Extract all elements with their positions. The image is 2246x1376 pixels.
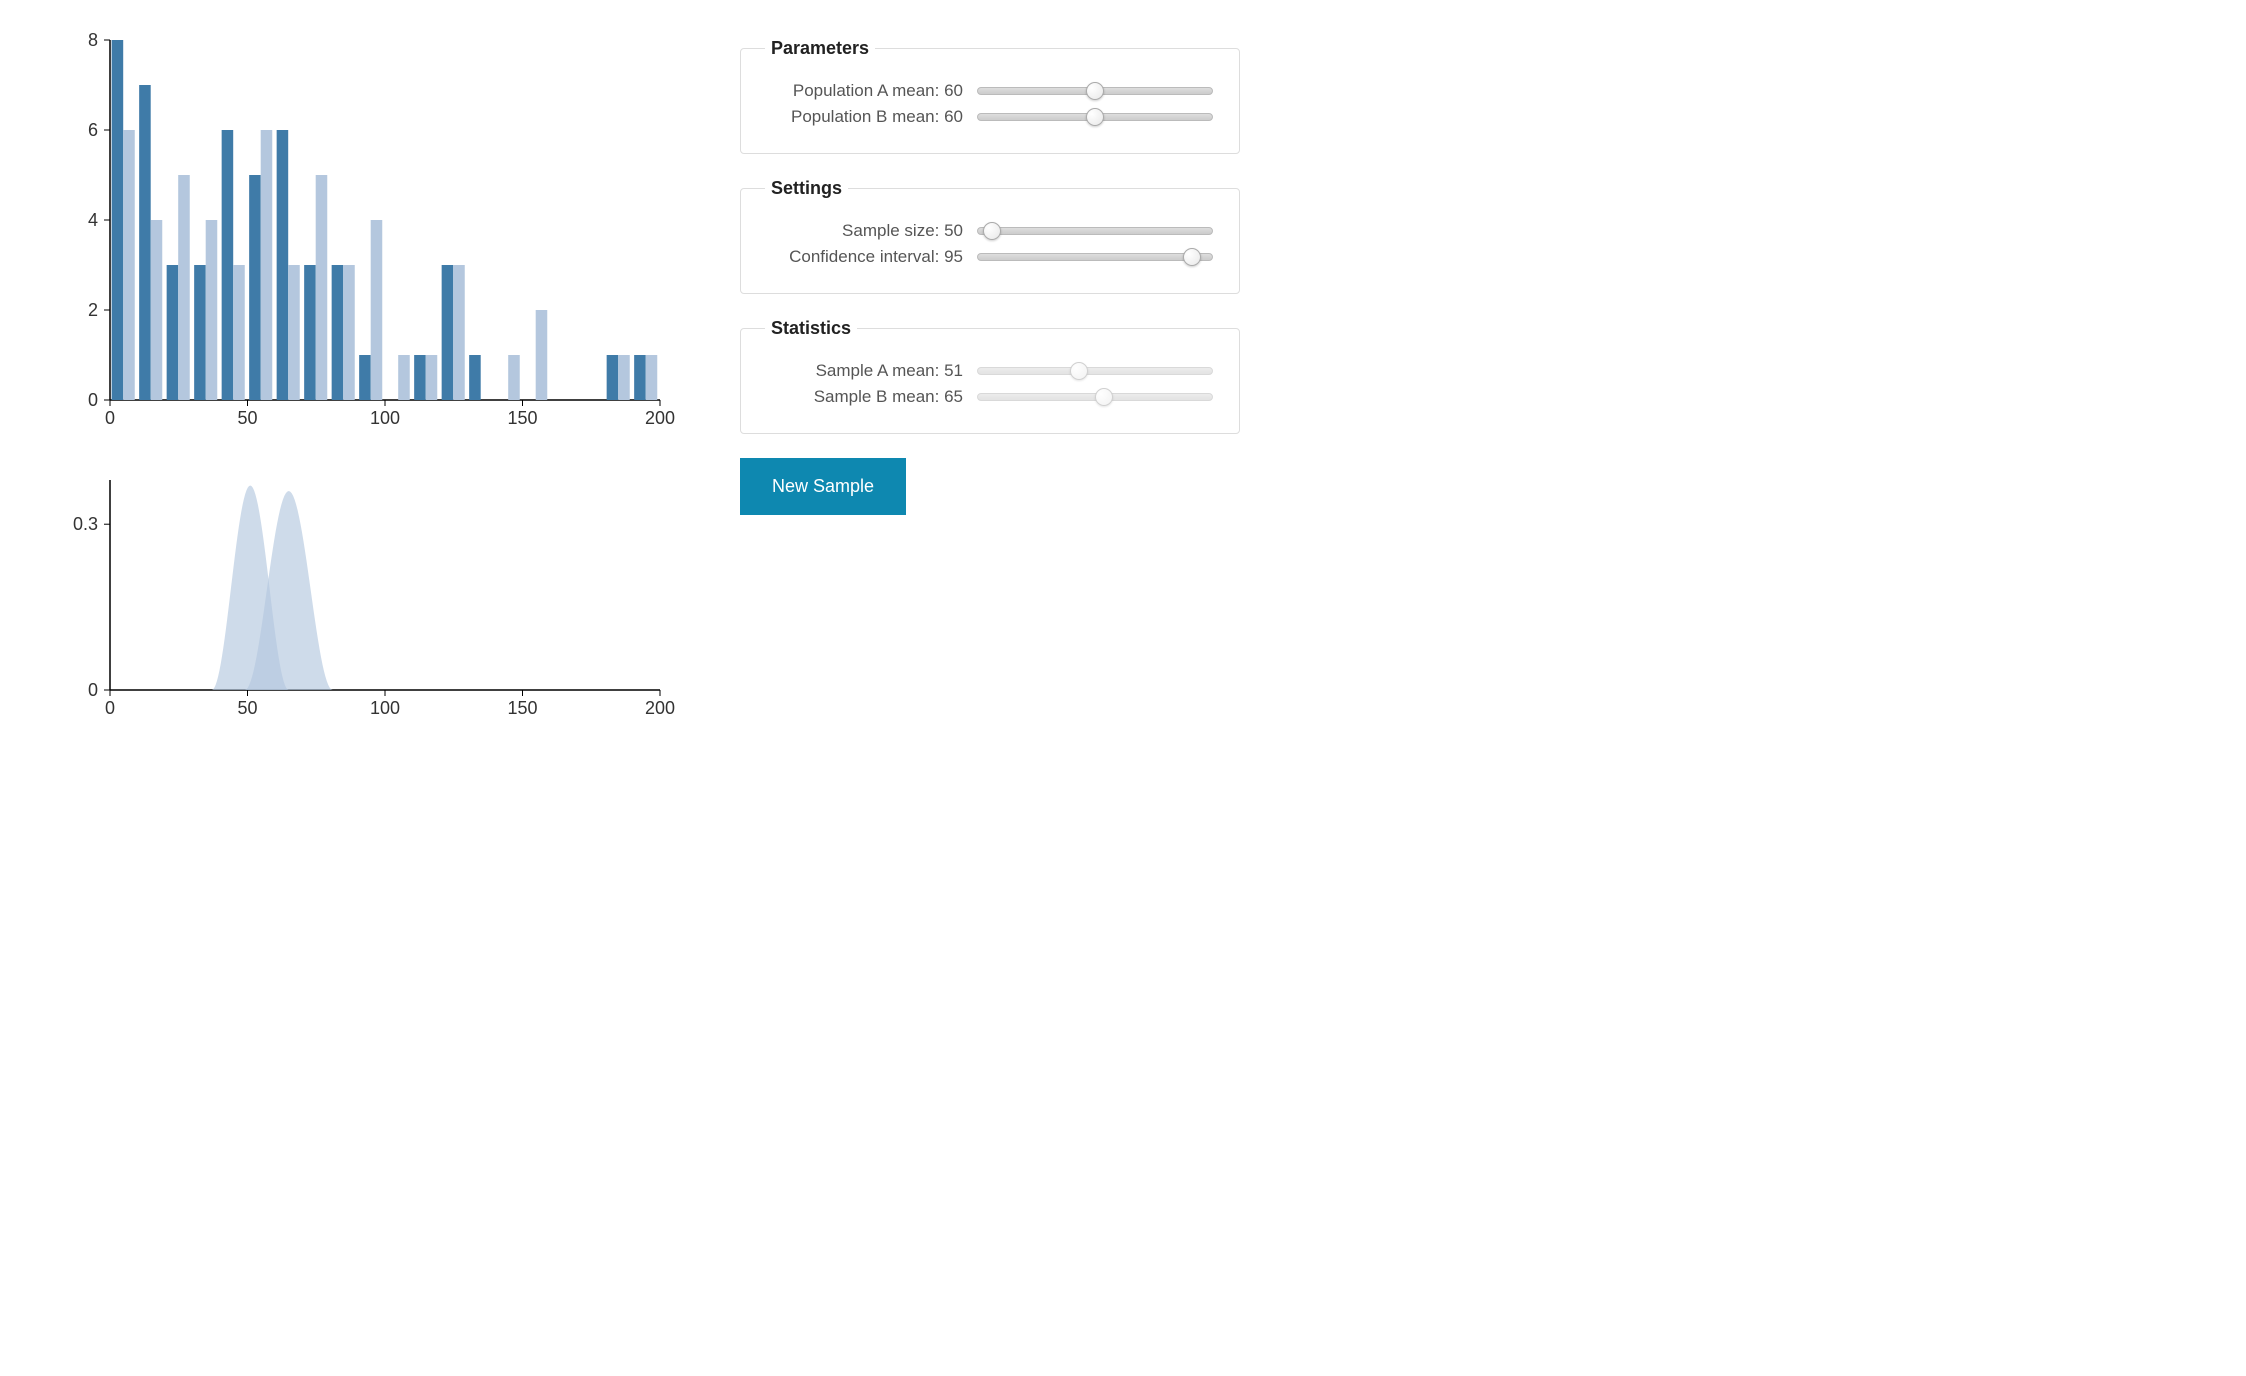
statistics-controls: Sample A mean: 51 Sample B mean: 65	[765, 361, 1215, 407]
ci-label: Confidence interval: 95	[765, 247, 975, 267]
size-label: Sample size: 50	[765, 221, 975, 241]
statistics-panel: Statistics Sample A mean: 51 Sample B mea…	[740, 318, 1240, 434]
svg-text:2: 2	[88, 300, 98, 320]
parameters-panel: Parameters Population A mean: 60Populati…	[740, 38, 1240, 154]
popA-slider[interactable]	[977, 87, 1213, 95]
sampA-slider	[977, 367, 1213, 375]
parameters-controls: Population A mean: 60 Population B mean: …	[765, 81, 1215, 127]
ci-slider[interactable]	[977, 253, 1213, 261]
settings-controls: Sample size: 50 Confidence interval: 95	[765, 221, 1215, 267]
popB-slider[interactable]	[977, 113, 1213, 121]
histogram-chart: 0 50 100 150 200 0 2 4 6 8	[60, 30, 680, 440]
svg-text:6: 6	[88, 120, 98, 140]
popB-label: Population B mean: 60	[765, 107, 975, 127]
svg-text:0: 0	[88, 390, 98, 410]
svg-text:0.3: 0.3	[73, 514, 98, 534]
svg-text:200: 200	[645, 698, 675, 718]
density-chart: 0 50 100 150 200 0 0.3	[60, 470, 680, 730]
control-row-popB: Population B mean: 60	[765, 107, 1215, 127]
sampB-slider	[977, 393, 1213, 401]
settings-panel: Settings Sample size: 50 Confidence inter…	[740, 178, 1240, 294]
sampB-label: Sample B mean: 65	[765, 387, 975, 407]
svg-text:50: 50	[237, 408, 257, 428]
svg-text:200: 200	[645, 408, 675, 428]
svg-text:100: 100	[370, 698, 400, 718]
popA-label: Population A mean: 60	[765, 81, 975, 101]
statistics-legend: Statistics	[765, 318, 857, 339]
control-row-size: Sample size: 50	[765, 221, 1215, 241]
svg-text:150: 150	[507, 408, 537, 428]
parameters-legend: Parameters	[765, 38, 875, 59]
sampA-label: Sample A mean: 51	[765, 361, 975, 381]
svg-text:150: 150	[507, 698, 537, 718]
control-row-popA: Population A mean: 60	[765, 81, 1215, 101]
control-row-ci: Confidence interval: 95	[765, 247, 1215, 267]
settings-legend: Settings	[765, 178, 848, 199]
size-slider[interactable]	[977, 227, 1213, 235]
svg-text:0: 0	[88, 680, 98, 700]
control-row-sampA: Sample A mean: 51	[765, 361, 1215, 381]
svg-text:8: 8	[88, 30, 98, 50]
svg-text:4: 4	[88, 210, 98, 230]
svg-text:100: 100	[370, 408, 400, 428]
svg-text:50: 50	[237, 698, 257, 718]
new-sample-button[interactable]: New Sample	[740, 458, 906, 515]
svg-text:0: 0	[105, 698, 115, 718]
control-row-sampB: Sample B mean: 65	[765, 387, 1215, 407]
svg-text:0: 0	[105, 408, 115, 428]
